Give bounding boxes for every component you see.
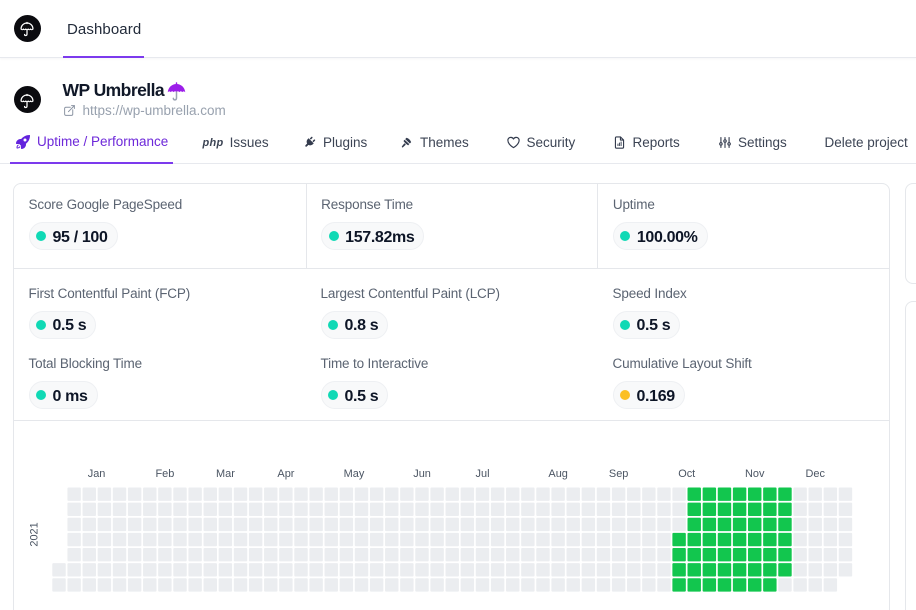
svg-text:Sep: Sep xyxy=(609,468,628,480)
svg-text:Mar: Mar xyxy=(216,468,235,480)
svg-text:Dec: Dec xyxy=(806,468,826,480)
svg-text:Jun: Jun xyxy=(413,468,431,480)
svg-text:Oct: Oct xyxy=(678,468,695,480)
svg-text:Nov: Nov xyxy=(745,468,765,480)
svg-text:Apr: Apr xyxy=(277,468,294,480)
svg-text:2021: 2021 xyxy=(29,522,41,546)
svg-text:Aug: Aug xyxy=(548,468,567,480)
svg-text:May: May xyxy=(344,468,365,480)
svg-text:Feb: Feb xyxy=(156,468,175,480)
svg-text:Jul: Jul xyxy=(476,468,490,480)
svg-text:Jan: Jan xyxy=(88,468,106,480)
